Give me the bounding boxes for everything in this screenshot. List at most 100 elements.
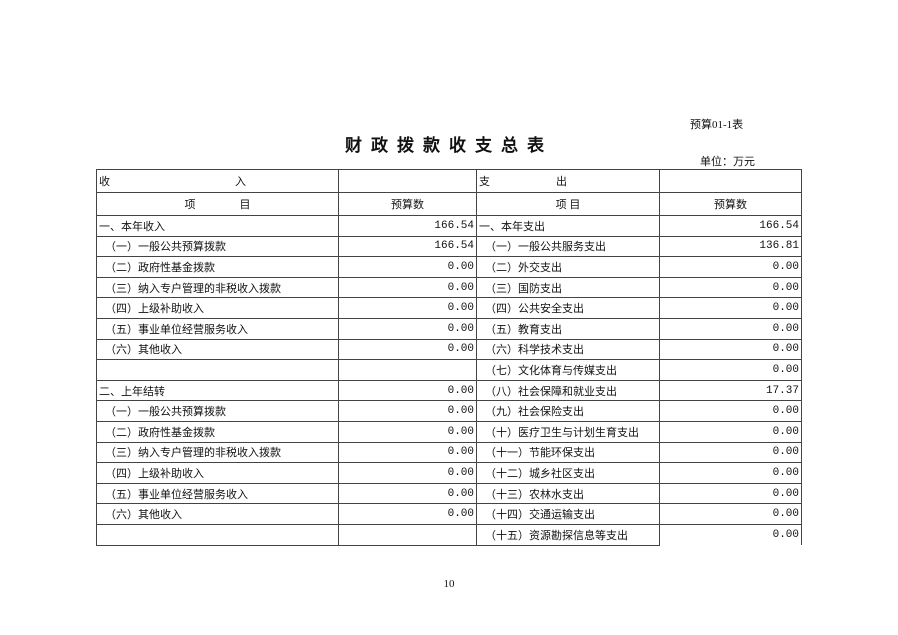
income-header-b: 入: [235, 176, 246, 188]
expense-item: （六）科学技术支出: [476, 338, 660, 361]
income-value: 0.00: [338, 297, 477, 319]
income-item: （三）纳入专户管理的非税收入拨款: [96, 441, 339, 464]
expense-value: 0.00: [659, 256, 802, 278]
expense-budget-header: 预算数: [659, 192, 802, 216]
expense-value: 0.00: [659, 359, 802, 381]
page-number: 10: [443, 578, 455, 590]
table-row: （二）政府性基金拨款 0.00 （二）外交支出 0.00: [96, 256, 802, 278]
form-number: 预算01-1表: [690, 119, 744, 131]
income-value: 166.54: [338, 215, 477, 237]
expense-item: （十）医疗卫生与计划生育支出: [476, 420, 660, 443]
expense-item-header: 项 目: [476, 192, 660, 216]
expense-value: 0.00: [659, 338, 802, 361]
table-row: （三）纳入专户管理的非税收入拨款 0.00 （三）国防支出 0.00: [96, 276, 802, 299]
income-value: 0.00: [338, 420, 477, 443]
table-row: （十五）资源勘探信息等支出 0.00: [96, 523, 802, 546]
income-value: [338, 523, 477, 546]
expense-item: （三）国防支出: [476, 276, 660, 299]
table-row: 一、本年收入 166.54 一、本年支出 166.54: [96, 215, 802, 237]
table-row: 二、上年结转 0.00 （八）社会保障和就业支出 17.37: [96, 379, 802, 402]
income-item: （六）其他收入: [96, 503, 339, 525]
expense-item: （七）文化体育与传媒支出: [476, 359, 660, 381]
column-header-row: 项 目 预算数 项 目 预算数: [96, 192, 802, 216]
income-budget-header: 预算数: [338, 192, 477, 216]
expense-value: 0.00: [659, 441, 802, 464]
expense-value: 166.54: [659, 215, 802, 237]
income-value: 0.00: [338, 276, 477, 299]
expense-item: （八）社会保障和就业支出: [476, 379, 660, 402]
income-value: 0.00: [338, 317, 477, 340]
income-value: 0.00: [338, 256, 477, 278]
income-value: 166.54: [338, 235, 477, 258]
table-row: （一）一般公共预算拨款 166.54 （一）一般公共服务支出 136.81: [96, 235, 802, 258]
expense-item: （十五）资源勘探信息等支出: [476, 523, 660, 546]
income-value: 0.00: [338, 503, 477, 525]
income-item-header: 项 目: [96, 192, 339, 216]
expense-value: 0.00: [659, 523, 802, 545]
income-value: 0.00: [338, 482, 477, 505]
income-item: （六）其他收入: [96, 338, 339, 361]
income-item: [96, 359, 339, 381]
table-row: （三）纳入专户管理的非税收入拨款 0.00 （十一）节能环保支出 0.00: [96, 441, 802, 464]
table-row: （六）其他收入 0.00 （六）科学技术支出 0.00: [96, 338, 802, 361]
empty-cell: [659, 169, 802, 193]
table-row: （五）事业单位经营服务收入 0.00 （五）教育支出 0.00: [96, 317, 802, 340]
expense-value: 0.00: [659, 420, 802, 443]
expense-item: （二）外交支出: [476, 256, 660, 278]
expense-item: （五）教育支出: [476, 317, 660, 340]
budget-table: 收入 支出 项 目 预算数 项 目 预算数 一、本年收入 166.54 一、本年支出…: [96, 169, 802, 546]
page-title: 财政拨款收支总表: [345, 136, 553, 155]
expense-value: 0.00: [659, 482, 802, 505]
income-header: 收入: [96, 169, 339, 193]
income-item: 一、本年收入: [96, 215, 339, 237]
expense-item: 一、本年支出: [476, 215, 660, 237]
income-value: 0.00: [338, 338, 477, 361]
expense-item: （十二）城乡社区支出: [476, 462, 660, 484]
expense-value: 17.37: [659, 379, 802, 402]
income-value: [338, 359, 477, 381]
expense-header-b: 出: [556, 176, 567, 188]
income-item: （四）上级补助收入: [96, 462, 339, 484]
expense-header-a: 支: [479, 176, 490, 188]
expense-item: （一）一般公共服务支出: [476, 235, 660, 258]
expense-item: （十一）节能环保支出: [476, 441, 660, 464]
table-row: （六）其他收入 0.00 （十四）交通运输支出 0.00: [96, 503, 802, 525]
table-row: （五）事业单位经营服务收入 0.00 （十三）农林水支出 0.00: [96, 482, 802, 505]
expense-header: 支出: [476, 169, 660, 193]
income-value: 0.00: [338, 379, 477, 402]
expense-value: 136.81: [659, 235, 802, 258]
table-row: （四）上级补助收入 0.00 （四）公共安全支出 0.00: [96, 297, 802, 319]
income-item: （三）纳入专户管理的非税收入拨款: [96, 276, 339, 299]
income-value: 0.00: [338, 441, 477, 464]
expense-value: 0.00: [659, 503, 802, 525]
table-row: （七）文化体育与传媒支出 0.00: [96, 359, 802, 381]
expense-value: 0.00: [659, 276, 802, 299]
unit-label: 单位：万元: [700, 156, 755, 168]
expense-item: （九）社会保险支出: [476, 400, 660, 422]
expense-item: （十四）交通运输支出: [476, 503, 660, 525]
expense-item: （四）公共安全支出: [476, 297, 660, 319]
empty-cell: [338, 169, 477, 193]
income-item: 二、上年结转: [96, 379, 339, 402]
income-value: 0.00: [338, 462, 477, 484]
income-value: 0.00: [338, 400, 477, 422]
income-item: （二）政府性基金拨款: [96, 420, 339, 443]
table-row: （四）上级补助收入 0.00 （十二）城乡社区支出 0.00: [96, 462, 802, 484]
section-header-row: 收入 支出: [96, 169, 802, 193]
expense-item: （十三）农林水支出: [476, 482, 660, 505]
expense-value: 0.00: [659, 317, 802, 340]
income-item: （五）事业单位经营服务收入: [96, 482, 339, 505]
income-item: （二）政府性基金拨款: [96, 256, 339, 278]
income-item: （四）上级补助收入: [96, 297, 339, 319]
expense-value: 0.00: [659, 462, 802, 484]
income-item: （一）一般公共预算拨款: [96, 400, 339, 422]
income-item: （五）事业单位经营服务收入: [96, 317, 339, 340]
income-item: [96, 523, 339, 546]
table-row: （二）政府性基金拨款 0.00 （十）医疗卫生与计划生育支出 0.00: [96, 420, 802, 443]
income-header-a: 收: [99, 176, 110, 188]
income-item: （一）一般公共预算拨款: [96, 235, 339, 258]
expense-value: 0.00: [659, 400, 802, 422]
expense-value: 0.00: [659, 297, 802, 319]
table-row: （一）一般公共预算拨款 0.00 （九）社会保险支出 0.00: [96, 400, 802, 422]
